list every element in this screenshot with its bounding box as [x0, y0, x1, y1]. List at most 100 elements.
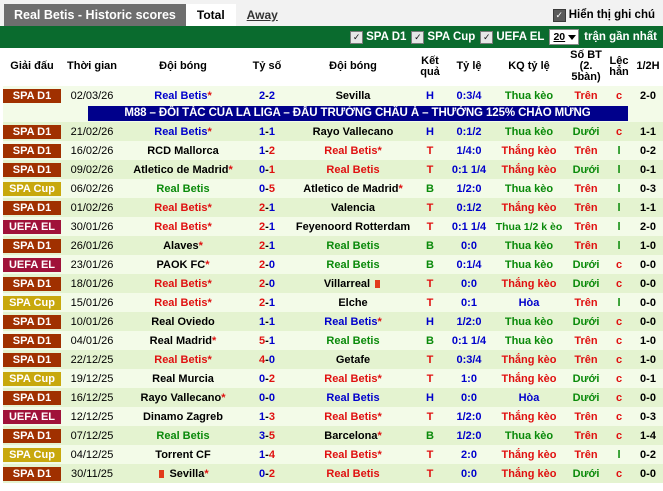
tab-away[interactable]: Away: [246, 8, 278, 22]
table-row[interactable]: SPA D1 10/01/26 Real Oviedo 1-1 Real Betis* H…: [3, 312, 663, 331]
match-count-select[interactable]: 20: [549, 29, 580, 45]
date-cell: 15/01/26: [61, 293, 123, 312]
filter-spa-d1[interactable]: ✓ SPA D1: [350, 30, 406, 44]
home-team-cell[interactable]: Sevilla*: [123, 464, 243, 483]
league-cell[interactable]: SPA Cup: [3, 445, 61, 464]
league-cell[interactable]: SPA Cup: [3, 179, 61, 198]
league-cell[interactable]: UEFA EL: [3, 217, 61, 236]
table-row[interactable]: SPA Cup 15/01/26 Real Betis* 2-1 Elche T 0:1 Hò…: [3, 293, 663, 312]
score-cell: 2-1: [243, 293, 291, 312]
away-team-cell[interactable]: Getafe: [291, 350, 415, 369]
away-team-cell[interactable]: Atletico de Madrid*: [291, 179, 415, 198]
league-cell[interactable]: SPA D1: [3, 331, 61, 350]
promo-banner-row[interactable]: M88 – ĐỐI TÁC CỦA LA LIGA – ĐẤU TRƯỜNG C…: [3, 105, 663, 122]
league-cell[interactable]: UEFA EL: [3, 407, 61, 426]
table-row[interactable]: SPA Cup 19/12/25 Real Murcia 0-2 Real Betis*…: [3, 369, 663, 388]
home-team-cell[interactable]: Dinamo Zagreb: [123, 407, 243, 426]
away-team-cell[interactable]: Elche: [291, 293, 415, 312]
league-cell[interactable]: SPA D1: [3, 160, 61, 179]
away-team-cell[interactable]: Real Betis: [291, 255, 415, 274]
home-team-cell[interactable]: Real Betis*: [123, 217, 243, 236]
home-team-cell[interactable]: Real Murcia: [123, 369, 243, 388]
filter-uefa-el[interactable]: ✓ UEFA EL: [480, 30, 544, 44]
table-row[interactable]: SPA Cup 04/12/25 Torrent CF 1-4 Real Betis* T…: [3, 445, 663, 464]
away-team-cell[interactable]: Real Betis*: [291, 407, 415, 426]
filter-spa-cup[interactable]: ✓ SPA Cup: [411, 30, 475, 44]
away-team-cell[interactable]: Sevilla: [291, 86, 415, 105]
table-row[interactable]: SPA D1 16/12/25 Rayo Vallecano* 0-0 Real Bet…: [3, 388, 663, 407]
show-note-toggle[interactable]: ✓ Hiển thị ghi chú: [552, 4, 663, 26]
home-team-cell[interactable]: Alaves*: [123, 236, 243, 255]
away-team-cell[interactable]: Real Betis: [291, 236, 415, 255]
home-team-cell[interactable]: Real Betis*: [123, 293, 243, 312]
tab-total[interactable]: Total: [185, 4, 236, 26]
league-cell[interactable]: SPA D1: [3, 464, 61, 483]
home-team-cell[interactable]: Real Betis*: [123, 198, 243, 217]
league-cell[interactable]: SPA D1: [3, 236, 61, 255]
league-cell[interactable]: SPA D1: [3, 312, 61, 331]
league-cell[interactable]: SPA Cup: [3, 369, 61, 388]
home-team-cell[interactable]: RCD Mallorca: [123, 141, 243, 160]
home-team-cell[interactable]: Torrent CF: [123, 445, 243, 464]
table-row[interactable]: SPA Cup 06/02/26 Real Betis 0-5 Atletico de …: [3, 179, 663, 198]
home-team-cell[interactable]: Real Betis: [123, 426, 243, 445]
away-team-cell[interactable]: Real Betis: [291, 331, 415, 350]
away-team-cell[interactable]: Real Betis*: [291, 312, 415, 331]
away-team-cell[interactable]: Real Betis*: [291, 141, 415, 160]
league-cell[interactable]: SPA D1: [3, 86, 61, 105]
home-team-cell[interactable]: Real Betis*: [123, 122, 243, 141]
away-team-cell[interactable]: Real Betis*: [291, 369, 415, 388]
table-row[interactable]: SPA D1 04/01/26 Real Madrid* 5-1 Real Betis B…: [3, 331, 663, 350]
away-team-cell[interactable]: Real Betis: [291, 464, 415, 483]
table-row[interactable]: SPA D1 16/02/26 RCD Mallorca 1-2 Real Betis*…: [3, 141, 663, 160]
away-team-cell[interactable]: Villarreal: [291, 274, 415, 293]
league-cell[interactable]: SPA D1: [3, 198, 61, 217]
promo-banner-cell[interactable]: M88 – ĐỐI TÁC CỦA LA LIGA – ĐẤU TRƯỜNG C…: [3, 105, 663, 122]
away-team-cell[interactable]: Barcelona*: [291, 426, 415, 445]
table-row[interactable]: SPA D1 21/02/26 Real Betis* 1-1 Rayo Valleca…: [3, 122, 663, 141]
away-team-cell[interactable]: Rayo Vallecano: [291, 122, 415, 141]
league-cell[interactable]: SPA D1: [3, 426, 61, 445]
home-team-cell[interactable]: Rayo Vallecano*: [123, 388, 243, 407]
home-team-cell[interactable]: Real Betis*: [123, 350, 243, 369]
result-cell: B: [415, 331, 445, 350]
table-row[interactable]: SPA D1 22/12/25 Real Betis* 4-0 Getafe T 0:3/4…: [3, 350, 663, 369]
away-team-cell[interactable]: Valencia: [291, 198, 415, 217]
table-row[interactable]: SPA D1 30/11/25 Sevilla* 0-2 Real Betis T 0:0…: [3, 464, 663, 483]
table-row[interactable]: UEFA EL 12/12/25 Dinamo Zagreb 1-3 Real Beti…: [3, 407, 663, 426]
table-row[interactable]: SPA D1 07/12/25 Real Betis 3-5 Barcelona* B 1/…: [3, 426, 663, 445]
home-team-cell[interactable]: PAOK FC*: [123, 255, 243, 274]
home-team-cell[interactable]: Atletico de Madrid*: [123, 160, 243, 179]
score-cell: 0-5: [243, 179, 291, 198]
table-row[interactable]: SPA D1 01/02/26 Real Betis* 2-1 Valencia T 0:1…: [3, 198, 663, 217]
odds-cell: 0:1 1/4: [445, 331, 493, 350]
home-team-cell[interactable]: Real Madrid*: [123, 331, 243, 350]
league-cell[interactable]: SPA D1: [3, 122, 61, 141]
league-cell[interactable]: SPA D1: [3, 350, 61, 369]
league-cell[interactable]: SPA Cup: [3, 293, 61, 312]
home-team-cell[interactable]: Real Oviedo: [123, 312, 243, 331]
away-team-cell[interactable]: Real Betis: [291, 388, 415, 407]
home-team-cell[interactable]: Real Betis*: [123, 274, 243, 293]
odds-result-cell: Thắng kèo: [493, 464, 565, 483]
home-team-cell-label: Real Betis: [154, 277, 208, 290]
lech-cell: c: [607, 331, 631, 350]
away-team-cell[interactable]: Feyenoord Rotterdam: [291, 217, 415, 236]
away-team-cell-label: Real Betis: [326, 391, 380, 404]
home-team-cell[interactable]: Real Betis*: [123, 86, 243, 105]
table-row[interactable]: SPA D1 09/02/26 Atletico de Madrid* 0-1 Real…: [3, 160, 663, 179]
table-row[interactable]: SPA D1 02/03/26 Real Betis* 2-2 Sevilla H 0:3/…: [3, 86, 663, 105]
score-separator: -: [265, 429, 269, 442]
league-cell[interactable]: SPA D1: [3, 388, 61, 407]
half-time-cell: 0-2: [631, 141, 663, 160]
table-row[interactable]: UEFA EL 30/01/26 Real Betis* 2-1 Feyenoord R…: [3, 217, 663, 236]
league-cell[interactable]: SPA D1: [3, 274, 61, 293]
table-row[interactable]: SPA D1 26/01/26 Alaves* 2-1 Real Betis B 0:0 Th…: [3, 236, 663, 255]
away-team-cell[interactable]: Real Betis: [291, 160, 415, 179]
league-cell[interactable]: SPA D1: [3, 141, 61, 160]
table-row[interactable]: SPA D1 18/01/26 Real Betis* 2-0 Villarreal T…: [3, 274, 663, 293]
table-row[interactable]: UEFA EL 23/01/26 PAOK FC* 2-0 Real Betis B 0:1…: [3, 255, 663, 274]
home-team-cell[interactable]: Real Betis: [123, 179, 243, 198]
league-cell[interactable]: UEFA EL: [3, 255, 61, 274]
away-team-cell[interactable]: Real Betis*: [291, 445, 415, 464]
